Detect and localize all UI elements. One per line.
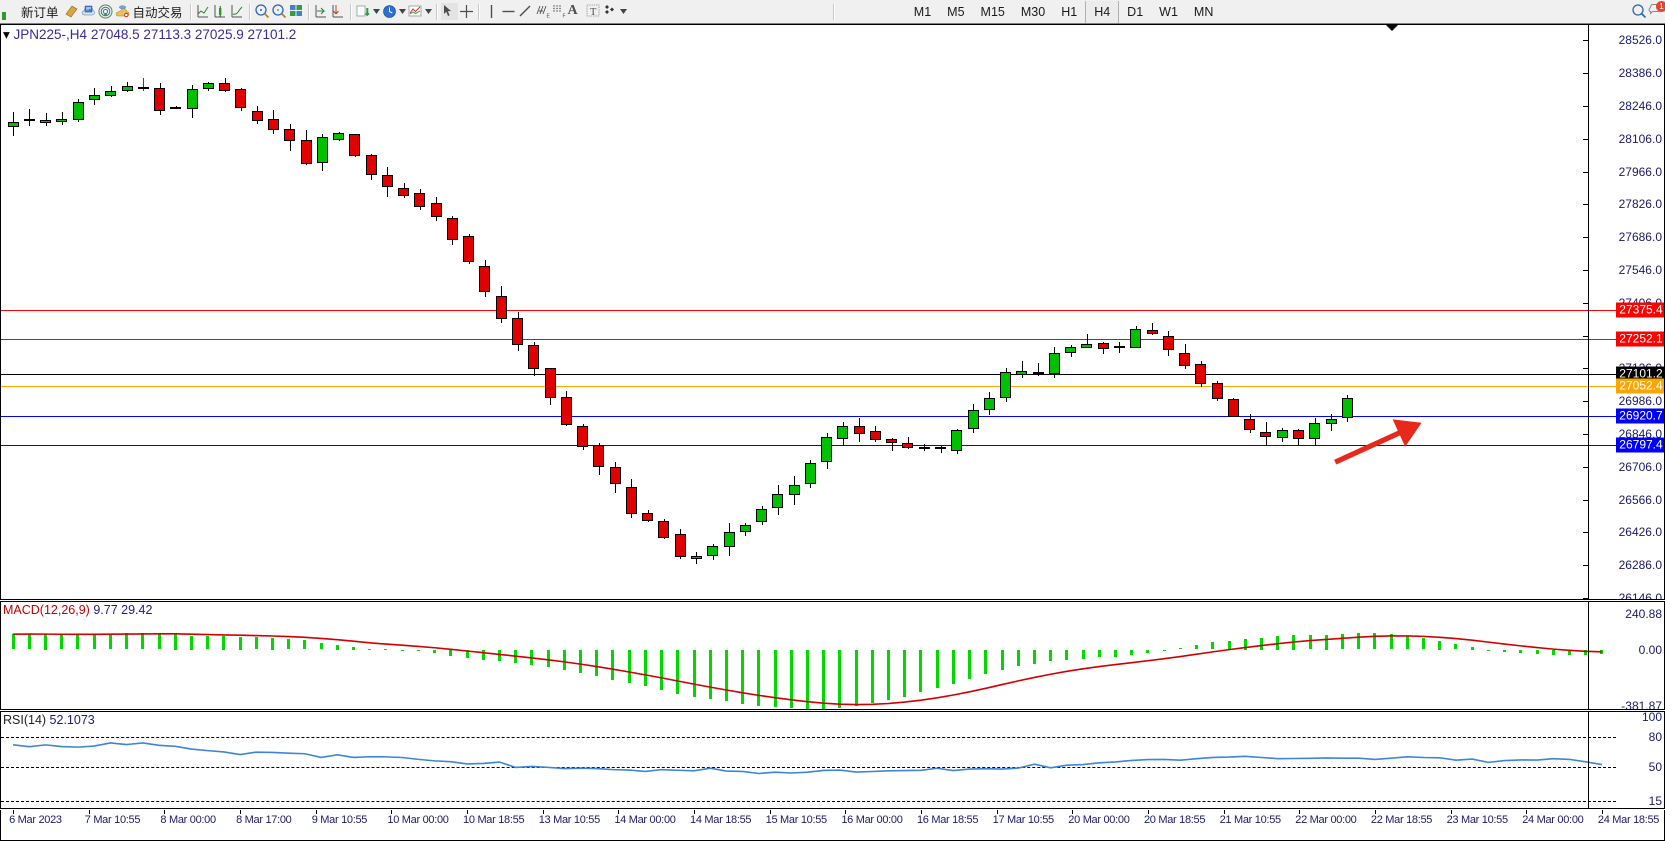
- svg-text:F: F: [562, 14, 565, 20]
- svg-text:E: E: [546, 14, 550, 20]
- svg-text:T: T: [590, 7, 597, 18]
